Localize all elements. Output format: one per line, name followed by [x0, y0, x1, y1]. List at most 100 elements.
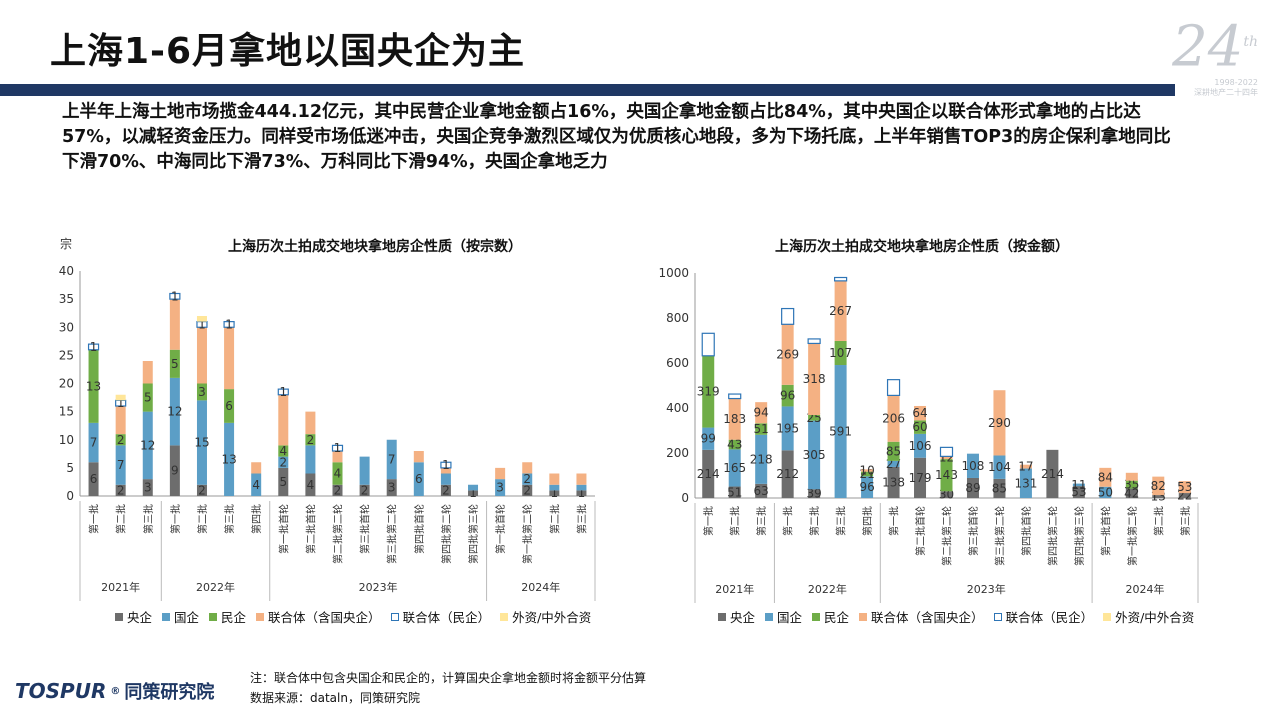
- legend-item: 外资/中外合资: [1103, 607, 1194, 626]
- x-category-label: 第二批: [196, 504, 209, 534]
- y-tick-label: 20: [59, 377, 74, 391]
- data-label: 42: [1124, 486, 1139, 500]
- data-label: 7: [388, 452, 396, 466]
- bar-segment: [702, 355, 715, 428]
- x-category-label: 第一批第二轮: [521, 504, 534, 564]
- data-label: 4: [252, 478, 260, 492]
- bar-segment: [88, 462, 99, 496]
- badge-tagline: 深耕地产二十四年: [1194, 87, 1258, 97]
- bar-segment: [993, 478, 1006, 498]
- x-category-label: 第三批第二轮: [993, 506, 1006, 566]
- data-label: 206: [882, 412, 905, 426]
- data-label: 179: [909, 471, 932, 485]
- data-label: 218: [750, 452, 773, 466]
- legend-item: 外资/中外合资: [500, 607, 591, 626]
- legend-item: 央企: [115, 607, 152, 626]
- x-group-label: 2023年: [359, 580, 398, 594]
- logo-registered-mark: ®: [110, 685, 121, 697]
- y-axis-label: 宗: [60, 236, 72, 251]
- data-label: 13: [86, 379, 101, 393]
- bar-segment: [701, 332, 715, 357]
- data-label: 4: [279, 444, 287, 458]
- bar-segment: [1019, 464, 1032, 469]
- bar-segment: [914, 405, 927, 421]
- y-tick-label: 0: [681, 491, 689, 505]
- data-label: 3: [198, 385, 206, 399]
- y-tick-label: 10: [59, 433, 74, 447]
- bar-segment: [1178, 493, 1191, 498]
- x-category-label: 第二批: [808, 506, 821, 536]
- bar-segment: [223, 321, 235, 328]
- x-category-label: 第三批: [142, 504, 155, 534]
- data-label: 6: [225, 399, 233, 413]
- bar-segment: [1152, 495, 1165, 498]
- bar-segment: [914, 457, 927, 498]
- legend-label: 联合体（含国央企）: [268, 610, 381, 625]
- x-category-label: 第二批首轮: [914, 506, 927, 556]
- data-label: 11: [1071, 478, 1086, 492]
- x-category-label: 第一批: [888, 506, 901, 536]
- legend-item: 国企: [162, 607, 199, 626]
- logo-text: TOSPUR: [15, 679, 107, 703]
- data-label: 2: [279, 455, 287, 469]
- bar-segment: [728, 439, 741, 450]
- bar-segment: [305, 434, 316, 446]
- tospur-logo: TOSPUR ® 同策研究院: [15, 678, 214, 704]
- bar-segment: [115, 394, 126, 401]
- data-label: 1: [198, 317, 206, 331]
- bar-segment: [781, 406, 794, 451]
- bar-segment: [914, 420, 927, 434]
- bar-segment: [305, 411, 316, 435]
- bar-segment: [278, 445, 289, 457]
- bar-segment: [142, 479, 153, 496]
- legend-item: 联合体（含国央企）: [859, 607, 984, 626]
- bar-segment: [1099, 486, 1112, 498]
- x-category-label: 第一批: [169, 504, 182, 534]
- x-category-label: 第二批: [1152, 506, 1165, 536]
- x-category-label: 第四批: [250, 504, 263, 534]
- y-tick-label: 600: [666, 356, 689, 370]
- data-label: 1: [551, 486, 559, 500]
- bar-segment: [169, 299, 180, 350]
- data-label: 212: [776, 467, 799, 481]
- legend-swatch: [812, 612, 821, 621]
- data-label: 3: [496, 481, 504, 495]
- data-label: 12: [167, 405, 182, 419]
- summary-text: 上半年上海土地市场揽金444.12亿元，其中民营企业拿地金额占16%，央国企拿地…: [62, 102, 1171, 172]
- legend-item: 央企: [718, 607, 755, 626]
- bar-segment: [702, 427, 715, 450]
- bar-segment: [169, 349, 180, 378]
- x-category-label: 第二批: [548, 504, 561, 534]
- bar-segment: [1125, 488, 1138, 498]
- data-label: 5: [144, 391, 152, 405]
- data-label: 5: [279, 475, 287, 489]
- x-category-label: 第一批首轮: [277, 504, 290, 554]
- legend-label: 央企: [730, 610, 756, 625]
- bar-segment: [808, 420, 821, 490]
- data-label: 4: [334, 467, 342, 481]
- x-group-label: 2023年: [967, 582, 1006, 596]
- bar-segment: [522, 484, 533, 496]
- bar-segment: [196, 327, 207, 384]
- data-label: 214: [697, 467, 720, 481]
- data-label: 165: [723, 461, 746, 475]
- data-label: 7: [90, 436, 98, 450]
- bar-segment: [576, 473, 587, 485]
- data-label: 214: [1041, 467, 1064, 481]
- data-label: 1: [442, 458, 450, 472]
- bar-segment: [115, 445, 126, 485]
- data-label: 85: [886, 444, 901, 458]
- bar-segment: [332, 451, 343, 463]
- footnote-source: 数据来源：dataln，同策研究院: [250, 691, 420, 705]
- data-label: 2: [523, 472, 531, 486]
- bar-segment: [440, 461, 452, 469]
- data-label: 53: [1071, 485, 1086, 499]
- y-tick-label: 15: [59, 405, 74, 419]
- data-label: 183: [723, 412, 746, 426]
- bar-segment: [781, 384, 794, 407]
- data-label: 99: [701, 432, 716, 446]
- bar-segment: [834, 280, 847, 341]
- x-group-label: 2021年: [715, 582, 754, 596]
- x-category-label: 第一批: [88, 504, 101, 534]
- bar-segment: [142, 411, 153, 480]
